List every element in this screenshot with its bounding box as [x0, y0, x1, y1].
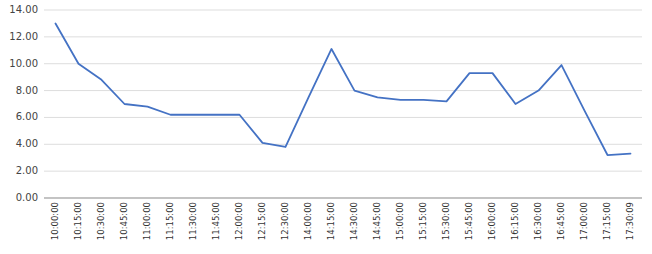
grid-line: [44, 63, 642, 64]
grid-line: [44, 10, 642, 11]
x-tick-label: 17:30:09: [625, 202, 635, 240]
y-tick-label: 4.00: [16, 138, 38, 149]
x-tick-label: 10:30:00: [96, 202, 106, 240]
x-tick-label: 12:00:00: [234, 202, 244, 240]
x-tick-label: 14:15:00: [326, 202, 336, 240]
x-tick-label: 16:30:00: [533, 202, 543, 240]
x-tick-label: 15:15:00: [418, 202, 428, 240]
x-axis-line: [44, 198, 642, 199]
y-tick-label: 2.00: [16, 165, 38, 176]
x-tick-label: 11:45:00: [211, 202, 221, 240]
y-tick-label: 12.00: [9, 31, 38, 42]
y-tick-label: 8.00: [16, 85, 38, 96]
grid-line: [44, 198, 642, 199]
x-tick-label: 16:45:00: [556, 202, 566, 240]
y-tick-label: 14.00: [9, 4, 38, 15]
x-tick-label: 11:30:00: [188, 202, 198, 240]
y-tick-label: 6.00: [16, 111, 38, 122]
x-tick-label: 16:00:00: [487, 202, 497, 240]
x-tick-label: 14:30:00: [349, 202, 359, 240]
x-tick-label: 12:30:00: [280, 202, 290, 240]
chart: 0.00 2.00 4.00 6.00 8.00 10.00 12.00 14.00 10:00…: [0, 0, 652, 254]
plot-area: [56, 23, 631, 155]
x-tick-label: 14:45:00: [372, 202, 382, 240]
x-tick-label: 11:15:00: [165, 202, 175, 240]
x-tick-label: 14:00:00: [303, 202, 313, 240]
x-tick-label: 15:45:00: [464, 202, 474, 240]
grid-line: [44, 144, 642, 145]
chart-container: 0.00 2.00 4.00 6.00 8.00 10.00 12.00 14.00 10:00…: [0, 0, 652, 254]
grid-line: [44, 117, 642, 118]
grid-line: [44, 171, 642, 172]
x-tick-label: 12:15:00: [257, 202, 267, 240]
y-tick-label: 0.00: [16, 192, 38, 203]
x-tick-label: 17:15:00: [602, 202, 612, 240]
y-grid: [44, 10, 642, 198]
grid-line: [44, 90, 642, 91]
x-tick-label: 16:15:00: [510, 202, 520, 240]
line: [56, 23, 631, 155]
x-tick-label: 15:30:00: [441, 202, 451, 240]
x-tick-label: 10:45:00: [119, 202, 129, 240]
x-tick-label: 10:15:00: [73, 202, 83, 240]
grid-line: [44, 36, 642, 37]
x-tick-label: 17:00:00: [579, 202, 589, 240]
y-tick-label: 10.00: [9, 58, 38, 69]
x-tick-label: 15:00:00: [395, 202, 405, 240]
x-tick-label: 10:00:00: [50, 202, 60, 240]
x-tick-label: 11:00:00: [142, 202, 152, 240]
